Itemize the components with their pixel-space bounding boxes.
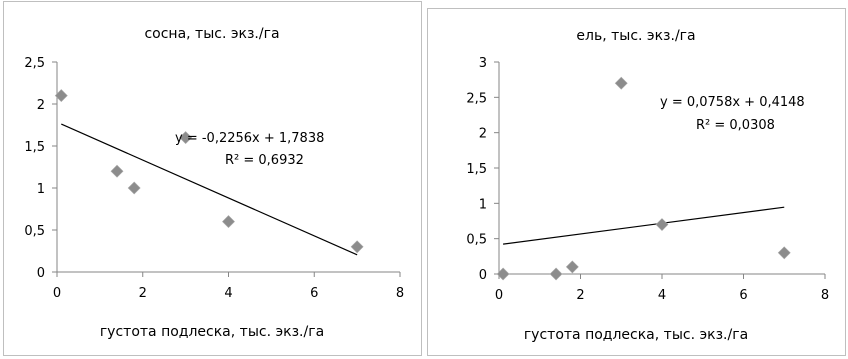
data-point: [179, 131, 193, 145]
x-tick-label: 0: [495, 288, 503, 303]
y-tick-label: 1,5: [24, 140, 45, 155]
y-tick-label: 2,5: [24, 56, 45, 71]
data-point: [655, 218, 669, 231]
data-point: [110, 164, 124, 178]
y-tick-label: 2: [37, 98, 45, 113]
data-point: [54, 89, 68, 103]
y-tick-label: 0: [37, 266, 45, 281]
chart-title: ель, тыс. экз./га: [576, 28, 695, 44]
chart-2: ель, тыс. экз./га 0 0,5 1 1,5 2 2,5 3 0 2 4 6 8 густо…: [427, 8, 846, 356]
y-tick-label: 1,5: [466, 162, 487, 177]
chart-frame: [3, 1, 422, 356]
x-axis-label: густота подлеска, тыс. экз./га: [100, 324, 324, 340]
x-tick-label: 0: [53, 286, 61, 301]
y-tick-label: 2,5: [466, 91, 487, 106]
x-tick-label: 6: [310, 286, 318, 301]
data-point: [127, 181, 141, 195]
data-point: [614, 76, 628, 90]
y-tick-label: 0,5: [466, 233, 487, 248]
x-tick-label: 2: [139, 286, 147, 301]
y-tick-label: 0,5: [24, 224, 45, 239]
trendline-equation: y = 0,0758x + 0,4148: [660, 95, 805, 110]
x-tick-label: 6: [739, 288, 747, 303]
chart-1: сосна, тыс. экз./га 0 0,5 1 1,5 2 2,5 0 2 4 6 8 густ…: [3, 1, 422, 356]
trendline: [502, 206, 785, 245]
trendline-equation: y = -0,2256x + 1,7838: [175, 131, 324, 146]
y-tick-label: 0: [479, 268, 487, 283]
y-tick-label: 1: [479, 197, 487, 212]
trendline: [61, 123, 358, 256]
x-tick-label: 4: [224, 286, 232, 301]
r-squared-label: R² = 0,0308: [696, 118, 775, 133]
data-point: [777, 246, 791, 260]
y-tick-label: 2: [479, 127, 487, 142]
chart-frame: [427, 8, 846, 356]
x-tick-label: 8: [396, 286, 404, 301]
x-tick-label: 4: [658, 288, 666, 303]
x-axis-label: густота подлеска, тыс. экз./га: [524, 327, 748, 343]
data-point: [350, 240, 364, 254]
data-point: [565, 260, 579, 274]
data-point: [549, 267, 563, 281]
y-tick-label: 1: [37, 182, 45, 197]
r-squared-label: R² = 0,6932: [225, 153, 304, 168]
data-point: [496, 267, 510, 281]
x-tick-label: 2: [576, 288, 584, 303]
y-tick-label: 3: [479, 56, 487, 71]
data-point: [222, 215, 235, 229]
x-tick-label: 8: [821, 288, 829, 303]
chart-title: сосна, тыс. экз./га: [144, 26, 279, 42]
